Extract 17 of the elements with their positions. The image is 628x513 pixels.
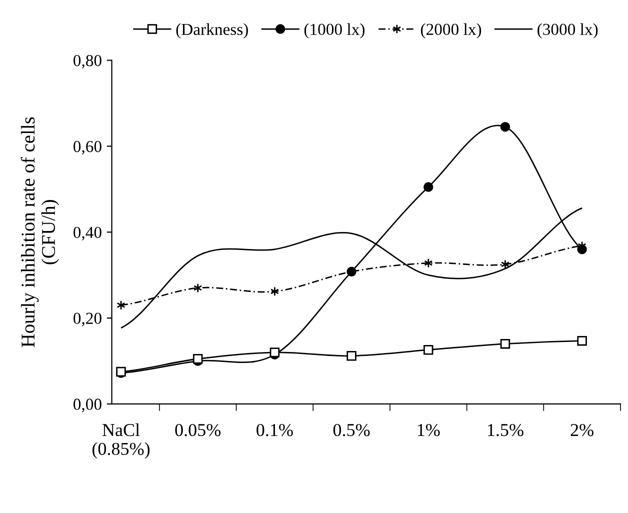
x-tick-label: 0.5% bbox=[333, 424, 370, 436]
y-axis-title: Hourly inhibition rate of cells (CFU/h) bbox=[20, 117, 60, 348]
legend-label: (3000 lx) bbox=[538, 23, 598, 38]
y-tick-label: 0,60 bbox=[74, 140, 102, 155]
legend-label: (2000 lx) bbox=[420, 23, 482, 38]
x-tick-label: NaCl (0.85%) bbox=[92, 423, 150, 459]
legend-label: (Darkness) bbox=[176, 23, 248, 38]
y-tick-label: 0,80 bbox=[74, 54, 102, 69]
y-tick-label: 0,00 bbox=[74, 398, 102, 412]
y-tick-label: 0,40 bbox=[74, 226, 102, 240]
y-tick-label: 0,20 bbox=[74, 312, 102, 326]
x-tick-label: 1% bbox=[418, 424, 440, 436]
x-tick-label: 1.5% bbox=[488, 424, 524, 436]
x-tick-label: 2% bbox=[570, 424, 594, 436]
legend-label: (1000 lx) bbox=[304, 23, 365, 38]
x-tick-label: 0.1% bbox=[256, 424, 293, 436]
x-tick-label: 0.05% bbox=[175, 424, 221, 436]
